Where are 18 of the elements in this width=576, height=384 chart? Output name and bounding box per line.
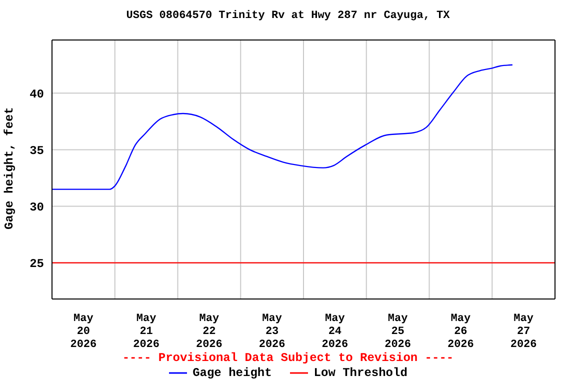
y-tick-label: 30 [30, 200, 44, 215]
y-axis-title: Gage height, feet [2, 107, 16, 230]
y-tick-label: 40 [30, 87, 44, 102]
x-tick-label: May 20 2026 [70, 313, 97, 351]
chart-title: USGS 08064570 Trinity Rv at Hwy 287 nr Cayuga, TX [125, 10, 451, 22]
legend-label: Gage height [192, 366, 272, 380]
line-series [52, 64, 514, 190]
y-tick-label: 25 [30, 257, 44, 272]
x-tick-label: May 27 2026 [510, 313, 537, 351]
text: ---- Provisional Data Subject to Revision ---- [121, 351, 455, 365]
legend-label: Low Threshold [314, 366, 408, 380]
x-tick-label: May 26 2026 [447, 313, 474, 351]
x-tick-label: May 25 2026 [384, 313, 412, 351]
y-tick-label: 35 [30, 144, 44, 158]
x-tick-label: May 21 2026 [133, 313, 160, 351]
x-tick-label: May 23 2026 [258, 313, 286, 351]
x-tick-label: May 24 2026 [322, 313, 348, 351]
x-tick-label: May 22 2026 [196, 313, 222, 351]
